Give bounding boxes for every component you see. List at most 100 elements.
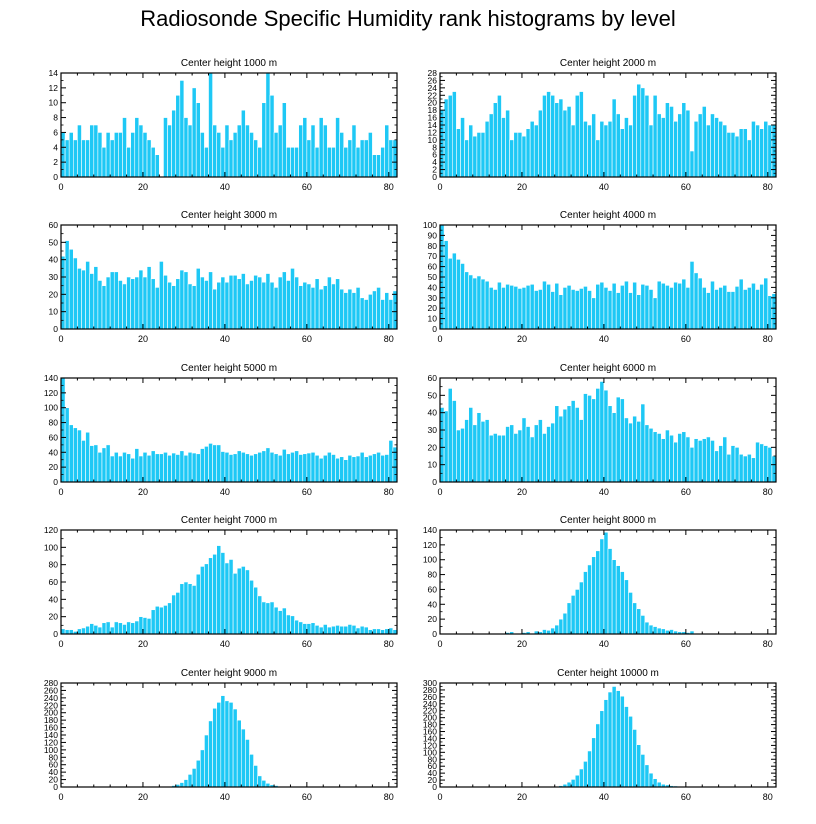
histogram-bar: [611, 98, 617, 178]
histogram-bar: [714, 117, 719, 178]
y-tick-label: 160: [44, 723, 58, 733]
histogram-bar: [566, 405, 572, 483]
histogram-bar: [142, 276, 148, 330]
histogram-bar: [550, 627, 556, 635]
histogram-bar: [318, 288, 324, 330]
histogram-bar: [335, 625, 340, 635]
histogram-bar: [306, 283, 312, 330]
histogram-bar: [566, 781, 572, 788]
histogram-bar: [747, 453, 752, 483]
y-tick-label: 90: [428, 230, 438, 240]
histogram-bar: [245, 283, 250, 330]
histogram-bar: [599, 281, 605, 330]
histogram-bar: [451, 91, 457, 178]
histogram-bar: [619, 285, 625, 330]
histogram-bar: [363, 299, 369, 330]
histogram-bar: [603, 699, 609, 788]
x-tick-label: 40: [599, 182, 609, 192]
histogram-bar: [204, 280, 209, 330]
histogram-bar: [562, 109, 568, 178]
y-tick-label: 120: [44, 525, 58, 535]
histogram-bar: [191, 768, 197, 788]
x-tick-label: 20: [138, 792, 148, 802]
panel-8: Center height 8000 m 0 20 40 60 80 0 20 40 60 80 10…: [423, 515, 777, 649]
panel-10: Center height 10000 m0 20 40 60 800204060801…: [423, 668, 777, 802]
histogram-bar: [562, 287, 568, 330]
histogram-bar: [656, 781, 662, 788]
histogram-bar: [134, 620, 140, 635]
histogram-bar: [372, 290, 377, 330]
panel-title: Center height 4000 m: [560, 210, 656, 221]
histogram-bar: [294, 450, 299, 483]
histogram-bar: [126, 276, 131, 330]
y-tick-label: 20: [49, 612, 59, 622]
histogram-bar: [64, 240, 70, 330]
y-tick-label: 140: [44, 373, 58, 383]
histogram-bar: [759, 283, 765, 330]
histogram-bar: [583, 761, 588, 788]
histogram-bar: [372, 628, 377, 635]
y-tick-label: 280: [44, 678, 58, 688]
x-tick-label: 20: [138, 182, 148, 192]
histogram-bar: [118, 622, 123, 635]
x-tick-label: 20: [138, 334, 148, 344]
histogram-bar: [372, 154, 377, 178]
histogram-bar: [468, 407, 474, 483]
histogram-bar: [89, 623, 95, 635]
y-tick-label: 24: [428, 83, 438, 93]
histogram-bar: [142, 132, 148, 178]
histogram-bar: [216, 545, 222, 635]
histogram-bar: [163, 117, 168, 178]
y-tick-label: 60: [428, 761, 438, 771]
histogram-bar: [72, 139, 78, 178]
histogram-bar: [460, 117, 465, 178]
histogram-bar: [150, 278, 156, 330]
y-tick-label: 30: [428, 293, 438, 303]
x-tick-label: 80: [763, 639, 773, 649]
histogram-bar: [636, 608, 642, 635]
histogram-bar: [191, 87, 197, 178]
histogram-bar: [591, 556, 597, 635]
histogram-bar: [599, 381, 605, 483]
figure-title: Radiosonde Specific Humidity rank histog…: [140, 6, 676, 31]
histogram-bar: [533, 290, 539, 330]
histogram-bar: [681, 102, 687, 178]
histogram-bar: [171, 452, 177, 483]
histogram-bar: [611, 282, 617, 330]
histogram-bar: [595, 283, 601, 330]
panel-7: Center height 7000 m 0 20 40 60 80 0 20 40 60 80 10…: [44, 515, 398, 649]
histogram-bar: [742, 128, 748, 178]
histogram-bar: [644, 621, 650, 635]
histogram-bar: [380, 454, 386, 483]
histogram-bar: [497, 94, 502, 178]
histogram-bar: [660, 438, 666, 483]
histogram-bar: [546, 91, 551, 178]
histogram-bar: [191, 285, 197, 330]
histogram-bar: [187, 124, 193, 178]
histogram-bar: [228, 559, 234, 635]
histogram-bar: [632, 281, 637, 330]
histogram-bar: [200, 566, 205, 635]
histogram-bar: [191, 585, 197, 635]
x-tick-label: 0: [58, 639, 63, 649]
histogram-bar: [159, 261, 164, 330]
histogram-bar: [216, 132, 222, 178]
histogram-bar: [497, 434, 502, 483]
y-tick-label: 2: [53, 157, 58, 167]
histogram-bar: [644, 285, 650, 330]
histogram-bar: [484, 419, 490, 483]
histogram-bar: [171, 109, 177, 178]
x-tick-label: 60: [681, 487, 691, 497]
histogram-bar: [122, 451, 127, 483]
histogram-bar: [113, 271, 119, 330]
histogram-bar: [730, 132, 736, 178]
histogram-bar: [118, 455, 123, 483]
histogram-bar: [529, 283, 535, 330]
y-tick-label: 240: [44, 693, 58, 703]
y-tick-label: 0: [432, 324, 437, 334]
histogram-bar: [554, 405, 560, 483]
x-tick-label: 80: [763, 487, 773, 497]
histogram-bar: [607, 691, 613, 788]
histogram-bar: [665, 285, 670, 330]
histogram-bar: [628, 124, 633, 178]
